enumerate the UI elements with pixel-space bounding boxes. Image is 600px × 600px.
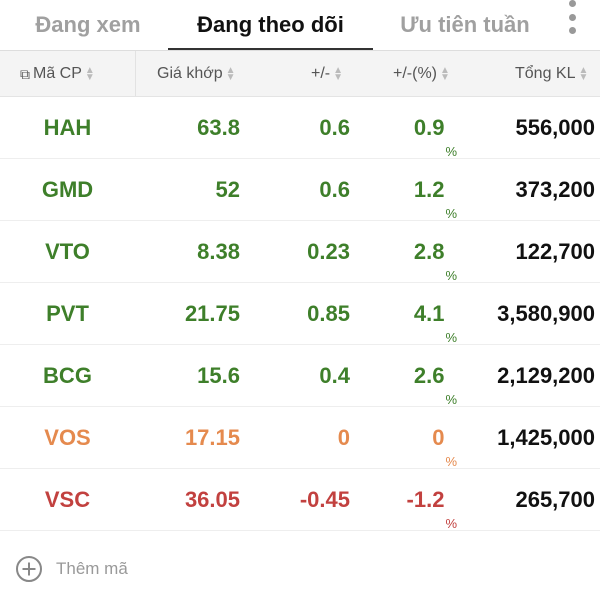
pct-value: 2.8	[413, 239, 445, 264]
change-pct: 2.6%	[414, 345, 457, 407]
change: 0.6	[319, 177, 350, 202]
column-volume[interactable]: Tổng KL ▲ ▼	[515, 51, 588, 97]
pct-sign: %	[445, 454, 457, 469]
sort-icon: ▲ ▼	[84, 65, 95, 83]
price: 63.8	[197, 115, 240, 140]
change: 0	[337, 425, 350, 450]
sort-icon: ▲ ▼	[333, 65, 344, 83]
pct-value: 1.2	[413, 177, 445, 202]
symbol: PVT	[46, 301, 89, 326]
price: 36.05	[184, 487, 240, 512]
column-symbol[interactable]: ⧉ Mã CP ▲ ▼	[20, 51, 95, 97]
change: 0.85	[307, 301, 350, 326]
sort-icon: ▲ ▼	[440, 65, 450, 83]
more-options-icon[interactable]	[566, 0, 578, 34]
change-pct: 0.9%	[414, 97, 457, 159]
watchlist-table: HAH 63.8 0.6 0.9% 556,000 GMD 52 0.6 1.2%…	[0, 97, 600, 531]
plus-circle-icon	[16, 556, 42, 582]
change: 0.6	[319, 115, 350, 140]
price: 15.6	[197, 363, 240, 388]
pct-value: 4.1	[413, 301, 445, 326]
table-row[interactable]: BCG 15.6 0.4 2.6% 2,129,200	[0, 345, 600, 407]
price: 21.75	[184, 301, 240, 326]
column-change[interactable]: +/- ▲ ▼	[311, 51, 343, 97]
symbol: HAH	[43, 115, 92, 140]
column-label: Giá khớp	[157, 65, 223, 82]
price: 17.15	[184, 425, 240, 450]
change: 0.4	[319, 363, 350, 388]
volume: 3,580,900	[497, 301, 595, 326]
change-pct: 4.1%	[414, 283, 457, 345]
pct-value: 0	[432, 425, 445, 450]
table-row[interactable]: HAH 63.8 0.6 0.9% 556,000	[0, 97, 600, 159]
tab-uu-tien-tuan[interactable]: Ưu tiên tuần	[400, 12, 530, 37]
change: -0.45	[299, 487, 350, 512]
table-row[interactable]: VTO 8.38 0.23 2.8% 122,700	[0, 221, 600, 283]
tab-dang-theo-doi[interactable]: Đang theo dõi	[168, 0, 373, 50]
symbol: VSC	[44, 487, 91, 512]
pct-sign: %	[445, 392, 457, 407]
pct-sign: %	[445, 268, 457, 283]
pct-sign: %	[445, 330, 457, 345]
sort-icon: ▲ ▼	[578, 65, 589, 83]
volume: 265,700	[515, 487, 595, 512]
symbol: VOS	[44, 425, 91, 450]
pct-value: -1.2	[406, 487, 445, 512]
column-label: Mã CP	[33, 65, 82, 82]
tab-bar: Đang xem Đang theo dõi Ưu tiên tuần	[0, 0, 600, 50]
pct-sign: %	[445, 516, 457, 531]
add-symbol-label: Thêm mã	[56, 559, 128, 578]
change-pct: -1.2%	[407, 469, 457, 531]
table-row[interactable]: VSC 36.05 -0.45 -1.2% 265,700	[0, 469, 600, 531]
symbol: BCG	[43, 363, 92, 388]
table-row[interactable]: PVT 21.75 0.85 4.1% 3,580,900	[0, 283, 600, 345]
column-label: +/-(%)	[393, 65, 437, 82]
symbol: VTO	[45, 239, 90, 264]
volume: 122,700	[515, 239, 595, 264]
price: 52	[215, 177, 240, 202]
change: 0.23	[307, 239, 350, 264]
table-header: ⧉ Mã CP ▲ ▼ Giá khớp ▲ ▼ +/- ▲ ▼ +/-(%) ▲ ▼ Tổng…	[0, 50, 600, 97]
volume: 556,000	[515, 115, 595, 140]
price: 8.38	[197, 239, 240, 264]
pct-value: 2.6	[413, 363, 445, 388]
add-symbol-button[interactable]: Thêm mã	[16, 556, 128, 582]
tab-dang-xem[interactable]: Đang xem	[35, 12, 141, 37]
change-pct: 1.2%	[414, 159, 457, 221]
volume: 373,200	[515, 177, 595, 202]
symbol: GMD	[41, 177, 94, 202]
table-row[interactable]: VOS 17.15 0 0% 1,425,000	[0, 407, 600, 469]
device-switch-icon[interactable]: ⧉	[20, 65, 30, 82]
column-change-pct[interactable]: +/-(%) ▲ ▼	[393, 51, 450, 97]
pct-sign: %	[445, 144, 457, 159]
sort-icon: ▲ ▼	[225, 65, 236, 83]
pct-value: 0.9	[413, 115, 445, 140]
column-label: +/-	[311, 65, 331, 82]
table-row[interactable]: GMD 52 0.6 1.2% 373,200	[0, 159, 600, 221]
volume: 1,425,000	[497, 425, 595, 450]
column-label: Tổng KL	[515, 65, 576, 82]
change-pct: 0%	[432, 407, 457, 469]
volume: 2,129,200	[497, 363, 595, 388]
column-price[interactable]: Giá khớp ▲ ▼	[157, 51, 236, 97]
pct-sign: %	[445, 206, 457, 221]
change-pct: 2.8%	[414, 221, 457, 283]
